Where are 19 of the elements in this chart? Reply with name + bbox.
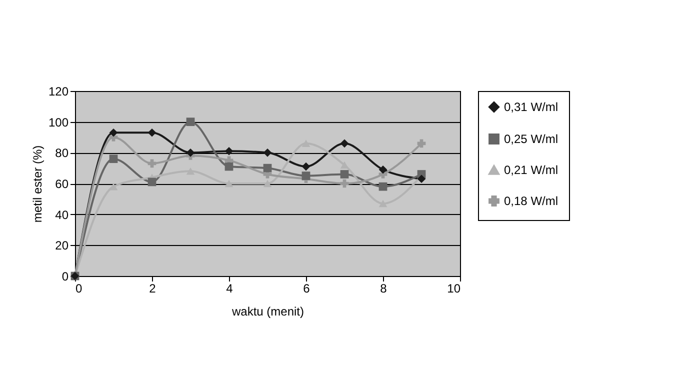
y-tick-label: 120 (48, 84, 69, 98)
legend-label: 0,18 W/ml (504, 194, 558, 208)
y-axis-title: metil ester (%) (30, 145, 44, 223)
x-tick-label: 2 (149, 282, 156, 296)
y-tick-label: 80 (55, 146, 69, 160)
y-tick-label: 100 (48, 115, 69, 130)
x-tick-label: 10 (447, 282, 461, 296)
x-tick-label: 0 (76, 282, 82, 296)
y-tick-label: 0 (62, 270, 69, 284)
x-tick-label: 4 (226, 282, 234, 296)
x-tick-label: 6 (303, 282, 310, 296)
x-axis-title: waktu (menit) (230, 304, 304, 318)
legend-label: 0,21 W/ml (504, 163, 558, 177)
y-tick-label: 20 (55, 238, 69, 253)
y-tick-label: 40 (55, 208, 69, 222)
legend-label: 0,31 W/ml (504, 100, 558, 114)
x-tick-label: 8 (380, 282, 388, 296)
y-tick-label: 60 (55, 177, 69, 191)
legend-label: 0,25 W/ml (504, 132, 558, 146)
